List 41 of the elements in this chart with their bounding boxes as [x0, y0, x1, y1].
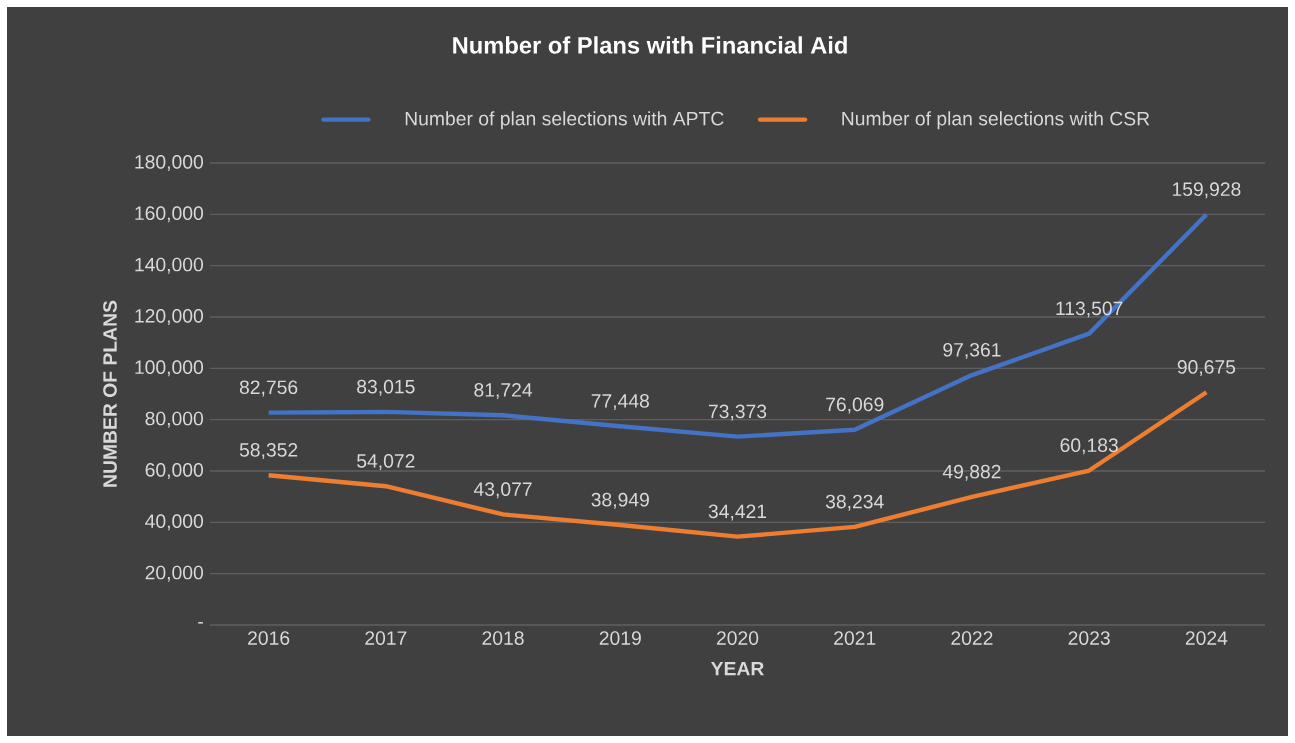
data-label: 90,675 [1177, 360, 1236, 377]
data-label: 76,069 [826, 397, 884, 414]
data-label: 34,421 [708, 504, 767, 521]
y-tick-label: 80,000 [145, 411, 204, 428]
data-label: 83,015 [357, 379, 415, 396]
data-label: 43,077 [473, 482, 532, 499]
data-label: 54,072 [357, 454, 415, 471]
data-label: 81,724 [474, 383, 533, 400]
y-axis-title: NUMBER OF PLANS [103, 300, 117, 487]
y-tick-label: 120,000 [135, 309, 204, 325]
x-tick-label: 2022 [951, 631, 993, 645]
x-axis-title: YEAR [710, 661, 764, 676]
y-tick-label: 60,000 [145, 463, 204, 479]
data-label: 58,352 [239, 443, 298, 460]
x-tick-label: 2020 [716, 631, 759, 645]
chart-title: Number of Plans with Financial Aid [453, 36, 847, 54]
data-label: 77,448 [591, 394, 649, 411]
x-tick-label: 2024 [1185, 631, 1228, 645]
y-tick-label: 20,000 [145, 565, 204, 582]
x-tick-label: 2017 [365, 631, 407, 645]
y-tick-label: 160,000 [135, 206, 204, 223]
data-label: 49,882 [942, 464, 1001, 481]
data-label: 97,361 [943, 342, 1001, 359]
x-tick-label: 2021 [834, 631, 876, 645]
data-label: 38,949 [591, 492, 649, 509]
legend-label: Number of plan selections with CSR [842, 111, 1150, 130]
legend-label: Number of plan selections with APTC [405, 111, 724, 130]
data-label: 159,928 [1172, 182, 1241, 199]
data-label: 73,373 [708, 404, 767, 421]
y-tick-label: 100,000 [135, 360, 204, 377]
y-tick-label: 40,000 [145, 514, 204, 531]
x-tick-label: 2016 [248, 631, 290, 645]
y-tick-label: 140,000 [135, 257, 204, 274]
y-tick-label: 180,000 [135, 155, 204, 171]
y-tick-label: - [198, 622, 203, 624]
x-tick-label: 2023 [1068, 631, 1110, 645]
data-label: 38,234 [825, 494, 884, 511]
data-label: 60,183 [1060, 438, 1118, 455]
data-label: 82,756 [239, 380, 298, 397]
x-tick-label: 2019 [599, 631, 641, 645]
x-tick-label: 2018 [482, 631, 524, 645]
